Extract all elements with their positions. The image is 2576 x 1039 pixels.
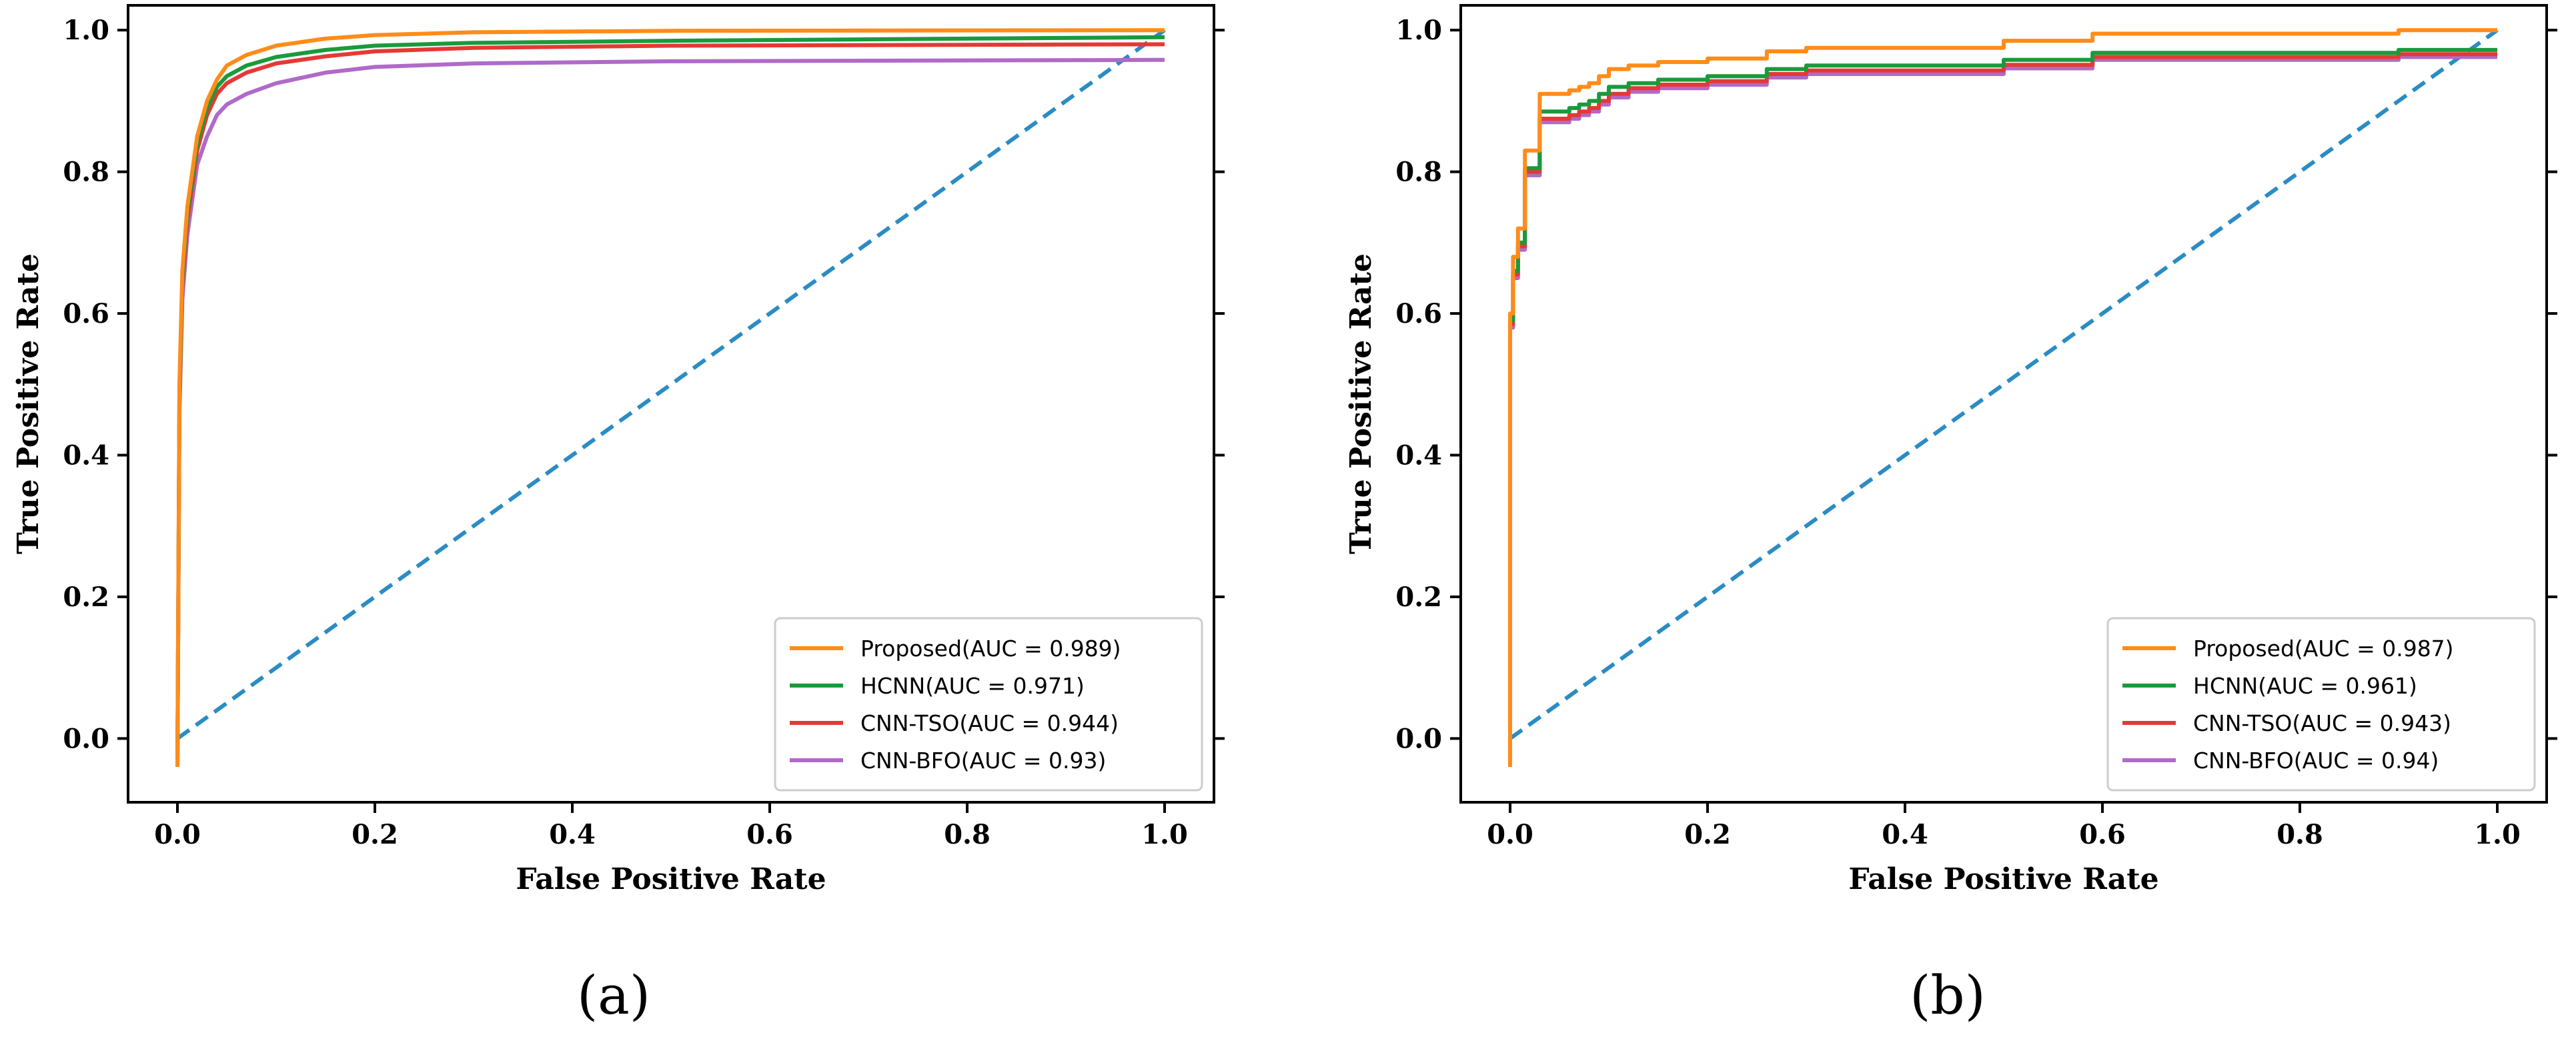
x-axis-label: False Positive Rate <box>1848 862 2158 896</box>
y-axis-label: True Positive Rate <box>11 253 45 554</box>
x-tick-label: 0.0 <box>154 819 201 850</box>
legend-entry: Proposed(AUC = 0.989) <box>860 636 1121 662</box>
panel-label: (b) <box>1910 964 1986 1026</box>
legend-entry: CNN-BFO(AUC = 0.93) <box>860 748 1106 774</box>
roc-curve-proposed <box>175 28 1165 767</box>
roc-panel-b: 0.0 0.2 0.4 0.6 0.8 1.0 0.0 0.2 0.4 0.6 0.8 1.0 Fals… <box>1344 4 2557 1026</box>
x-axis-label: False Positive Rate <box>516 862 826 896</box>
y-tick-label: 1.0 <box>63 15 109 46</box>
y-tick-label: 0.6 <box>63 298 109 329</box>
plot-frame <box>1459 4 2548 804</box>
x-tick-label: 1.0 <box>2474 819 2521 850</box>
roc-curve-cnn-tso <box>1508 52 2497 767</box>
y-tick-label: 0.4 <box>63 440 109 471</box>
x-tick-label: 0.2 <box>1684 819 1731 850</box>
x-tick-label: 0.6 <box>2079 819 2126 850</box>
y-axis-label: True Positive Rate <box>1344 253 1378 554</box>
y-tick-label: 1.0 <box>1395 15 1442 46</box>
x-tick-label: 0.4 <box>549 819 596 850</box>
roc-panel-a: 0.0 0.2 0.4 0.6 0.8 1.0 0.0 0.2 0.4 0.6 0.8 1.0 Fals… <box>11 4 1225 1026</box>
x-tick-label: 0.0 <box>1487 819 1533 850</box>
legend-box <box>774 617 1203 792</box>
panel-label: (a) <box>577 964 650 1026</box>
y-tick-label: 0.4 <box>1395 440 1442 471</box>
roc-curve-hcnn <box>1508 47 2497 767</box>
plot-frame <box>127 4 1215 804</box>
y-tick-label: 0.8 <box>1395 157 1442 188</box>
roc-curve-proposed <box>1508 28 2497 767</box>
roc-curve-cnn-bfo <box>1508 55 2497 767</box>
x-tick-label: 0.6 <box>746 819 793 850</box>
legend-entry: CNN-TSO(AUC = 0.944) <box>860 710 1119 736</box>
y-tick-label: 0.0 <box>63 723 109 754</box>
y-tick-label: 0.2 <box>1395 582 1442 613</box>
legend-box <box>2106 617 2536 792</box>
legend-entry: CNN-TSO(AUC = 0.943) <box>2193 710 2451 736</box>
x-tick-label: 0.8 <box>944 819 991 850</box>
legend-entry: CNN-BFO(AUC = 0.94) <box>2193 748 2439 774</box>
y-tick-label: 0.8 <box>63 157 109 188</box>
x-tick-label: 0.4 <box>1882 819 1928 850</box>
x-tick-label: 1.0 <box>1141 819 1188 850</box>
y-tick-label: 0.6 <box>1395 298 1442 329</box>
y-tick-label: 0.0 <box>1395 723 1442 754</box>
legend-entry: HCNN(AUC = 0.961) <box>2193 673 2417 699</box>
y-tick-label: 0.2 <box>63 582 109 613</box>
x-tick-label: 0.8 <box>2277 819 2323 850</box>
legend-entry: Proposed(AUC = 0.987) <box>2193 636 2454 662</box>
legend-entry: HCNN(AUC = 0.971) <box>860 673 1085 699</box>
x-tick-label: 0.2 <box>352 819 398 850</box>
